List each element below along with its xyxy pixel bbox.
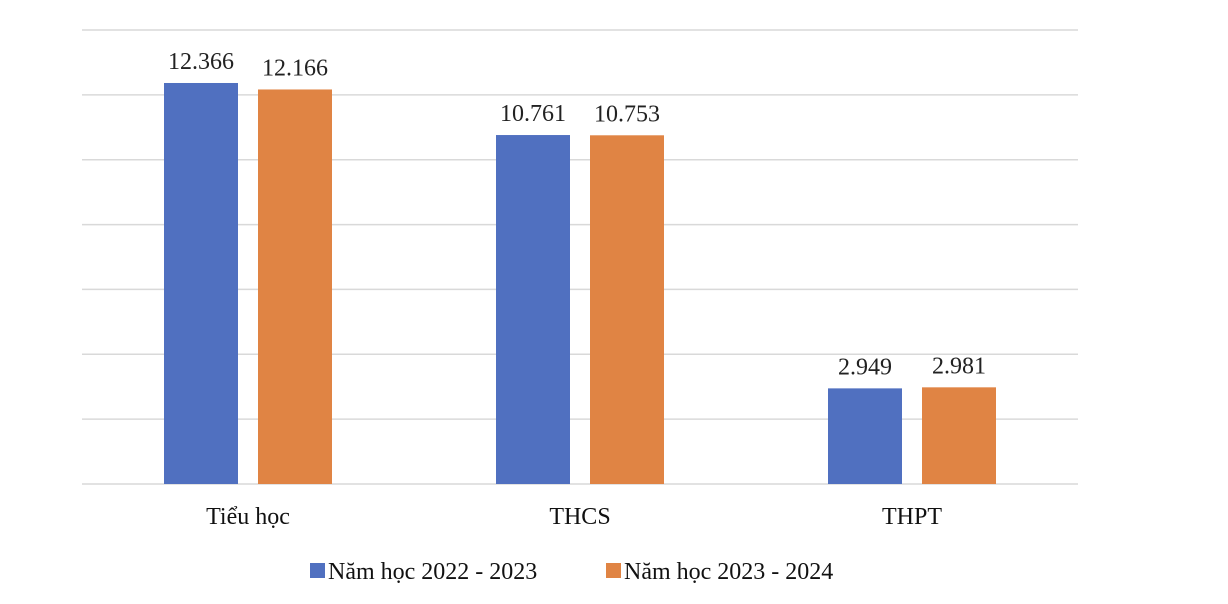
legend-label: Năm học 2023 - 2024 bbox=[624, 559, 833, 585]
bar bbox=[922, 387, 996, 484]
data-label: 2.981 bbox=[932, 353, 986, 379]
legend-label: Năm học 2022 - 2023 bbox=[328, 559, 537, 585]
data-label: 2.949 bbox=[838, 354, 892, 380]
bar bbox=[164, 82, 238, 485]
data-label: 10.761 bbox=[500, 101, 566, 127]
bar bbox=[496, 135, 570, 485]
category-axis: Tiểu học THCS THPT bbox=[206, 504, 942, 530]
data-labels: 12.366 12.166 10.761 10.753 2.949 2.981 bbox=[168, 49, 986, 380]
data-label: 12.366 bbox=[168, 49, 234, 75]
bars bbox=[164, 82, 996, 485]
category-label: THCS bbox=[549, 504, 610, 530]
data-label: 10.753 bbox=[594, 101, 660, 127]
data-label: 12.166 bbox=[262, 55, 328, 81]
legend-swatch bbox=[606, 563, 621, 578]
gridlines bbox=[82, 29, 1078, 485]
legend-swatch bbox=[310, 563, 325, 578]
bar bbox=[590, 135, 664, 484]
legend: Năm học 2022 - 2023 Năm học 2023 - 2024 bbox=[310, 559, 833, 585]
bar bbox=[258, 89, 332, 484]
category-label: THPT bbox=[882, 504, 942, 530]
bar bbox=[828, 388, 902, 484]
category-label: Tiểu học bbox=[206, 504, 290, 530]
